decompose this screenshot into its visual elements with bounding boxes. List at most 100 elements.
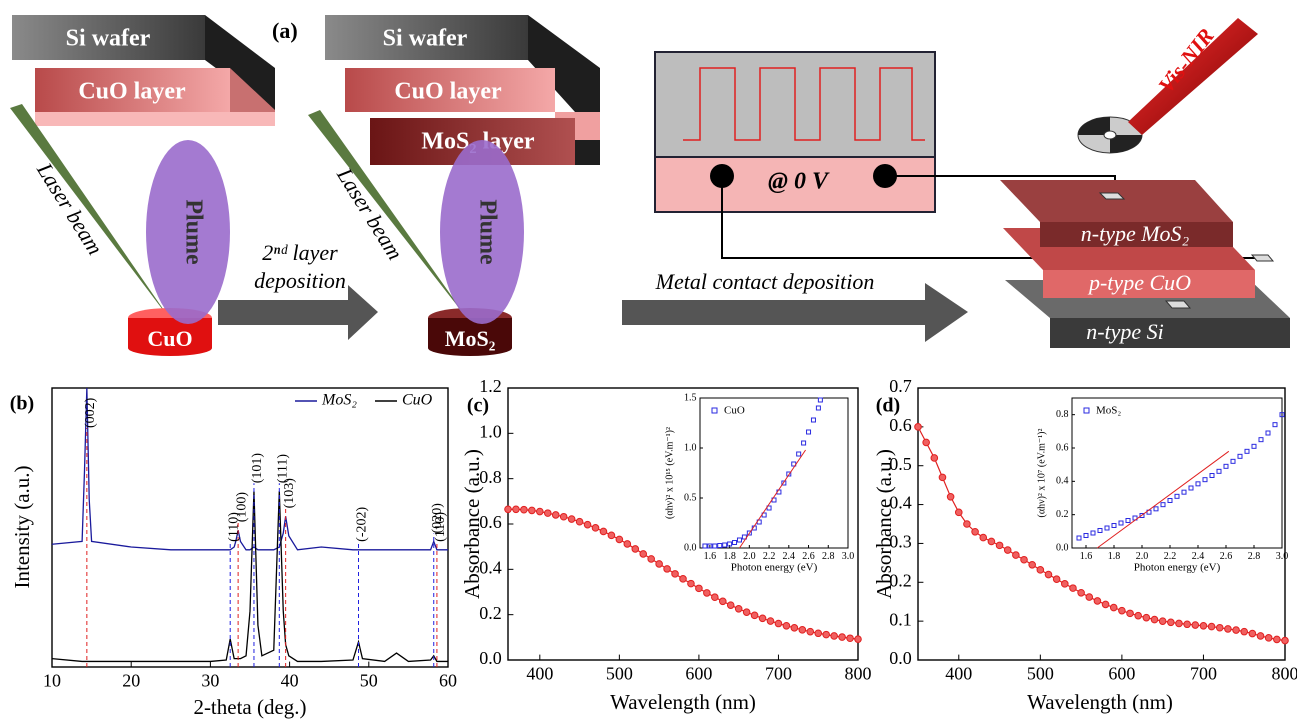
y-tick-label: 0.7 xyxy=(889,376,912,396)
data-point xyxy=(1224,464,1228,468)
y-tick-label: 0.6 xyxy=(1056,442,1069,453)
data-point xyxy=(1084,534,1088,538)
data-point xyxy=(955,509,962,516)
data-point xyxy=(592,525,599,532)
plot-frame xyxy=(508,388,858,660)
peak-label: (002) xyxy=(83,397,98,428)
y-tick-label: 0.1 xyxy=(889,609,912,629)
data-point xyxy=(1094,598,1101,605)
data-point xyxy=(704,590,711,597)
x-tick-label: 40 xyxy=(281,670,299,690)
data-point xyxy=(811,418,815,422)
data-point xyxy=(1078,589,1085,596)
data-point xyxy=(1086,594,1093,601)
x-tick-label: 600 xyxy=(685,663,712,683)
x-axis-label: 2-theta (deg.) xyxy=(193,695,306,719)
y-tick-label: 0.0 xyxy=(479,648,502,668)
data-point xyxy=(1168,499,1172,503)
data-point xyxy=(1231,459,1235,463)
panel-label: (c) xyxy=(467,395,489,417)
x-tick-label: 30 xyxy=(201,670,219,690)
data-point xyxy=(923,439,930,446)
data-point xyxy=(767,618,774,625)
data-point xyxy=(1151,616,1158,623)
y-tick-label: 0.0 xyxy=(684,542,697,553)
y-tick-label: 0.2 xyxy=(1056,509,1069,520)
data-point xyxy=(1161,503,1165,507)
data-point xyxy=(688,580,695,587)
x-tick-label: 3.0 xyxy=(842,551,855,562)
data-point xyxy=(751,612,758,619)
legend-label: MoS₂ xyxy=(1096,405,1121,417)
target-label: CuO xyxy=(147,326,192,351)
data-point xyxy=(947,494,954,501)
data-point xyxy=(1266,431,1270,435)
data-point xyxy=(616,536,623,543)
inset-y-label: (αhν)² x 10⁷ (eV.m⁻¹)² xyxy=(1036,429,1047,518)
data-point xyxy=(624,541,631,548)
y-tick-label: 0.0 xyxy=(1056,542,1069,553)
data-point xyxy=(696,585,703,592)
data-point xyxy=(807,430,811,434)
inset-y-label: (αhν)² x 10¹⁵ (eV.m⁻¹)² xyxy=(664,427,675,519)
x-tick-label: 10 xyxy=(43,670,61,690)
x-tick-label: 2.6 xyxy=(802,551,815,562)
layer-label: CuO layer xyxy=(78,79,186,105)
step-label: Metal contact deposition xyxy=(655,269,875,294)
series-line xyxy=(52,491,448,661)
laser-label: Laser beam xyxy=(32,157,108,259)
data-point xyxy=(799,627,806,634)
mos2-top xyxy=(1000,180,1233,222)
panel-label: (a) xyxy=(272,18,298,43)
step-label: 2ⁿᵈ layer xyxy=(262,240,338,265)
x-tick-label: 2.8 xyxy=(822,551,835,562)
data-point xyxy=(1274,636,1281,643)
diagram: (a) Si wafer CuO layer Laser beam Plume … xyxy=(10,15,1290,356)
x-tick-label: 1.6 xyxy=(1080,551,1093,562)
x-tick-label: 600 xyxy=(1108,663,1135,683)
data-point xyxy=(600,528,607,535)
x-tick-label: 2.0 xyxy=(1136,551,1149,562)
data-point xyxy=(1175,494,1179,498)
y-tick-label: 0.8 xyxy=(1056,409,1069,420)
plume-label: Plume xyxy=(474,199,500,265)
data-point xyxy=(1241,628,1248,635)
data-point xyxy=(1216,624,1223,631)
data-point xyxy=(1249,630,1256,637)
data-point xyxy=(713,544,717,548)
data-point xyxy=(1037,567,1044,574)
peak-label: (111) xyxy=(276,454,291,484)
data-point xyxy=(640,551,647,558)
legend-swatch xyxy=(1084,408,1089,413)
data-point xyxy=(1176,620,1183,627)
data-point xyxy=(964,521,971,528)
plot-frame xyxy=(1072,398,1282,548)
data-point xyxy=(727,602,734,609)
data-point xyxy=(1225,626,1232,633)
data-point xyxy=(513,506,520,513)
data-point xyxy=(807,628,814,635)
legend-label: CuO xyxy=(402,392,433,409)
page: { "diagram": { "panel_label": "(a)", "st… xyxy=(0,0,1297,720)
y-axis-label: Intensity (a.u.) xyxy=(10,465,34,588)
data-point xyxy=(980,534,987,541)
y-tick-label: 0.5 xyxy=(684,492,697,503)
data-point xyxy=(735,605,742,612)
data-point xyxy=(1077,536,1081,540)
data-point xyxy=(737,538,741,542)
data-point xyxy=(608,532,615,539)
data-point xyxy=(703,544,707,548)
terminal xyxy=(710,164,734,188)
data-point xyxy=(1252,444,1256,448)
data-point xyxy=(1110,604,1117,611)
data-point xyxy=(1208,623,1215,630)
x-tick-label: 800 xyxy=(845,663,872,683)
data-point xyxy=(915,424,922,431)
laser-label: Laser beam xyxy=(332,162,408,264)
y-tick-label: 1.2 xyxy=(479,376,502,396)
y-tick-label: 0.0 xyxy=(889,648,912,668)
data-point xyxy=(1135,612,1142,619)
data-point xyxy=(815,630,822,637)
figure: (a) Si wafer CuO layer Laser beam Plume … xyxy=(0,0,1297,720)
fit-line xyxy=(739,450,805,548)
